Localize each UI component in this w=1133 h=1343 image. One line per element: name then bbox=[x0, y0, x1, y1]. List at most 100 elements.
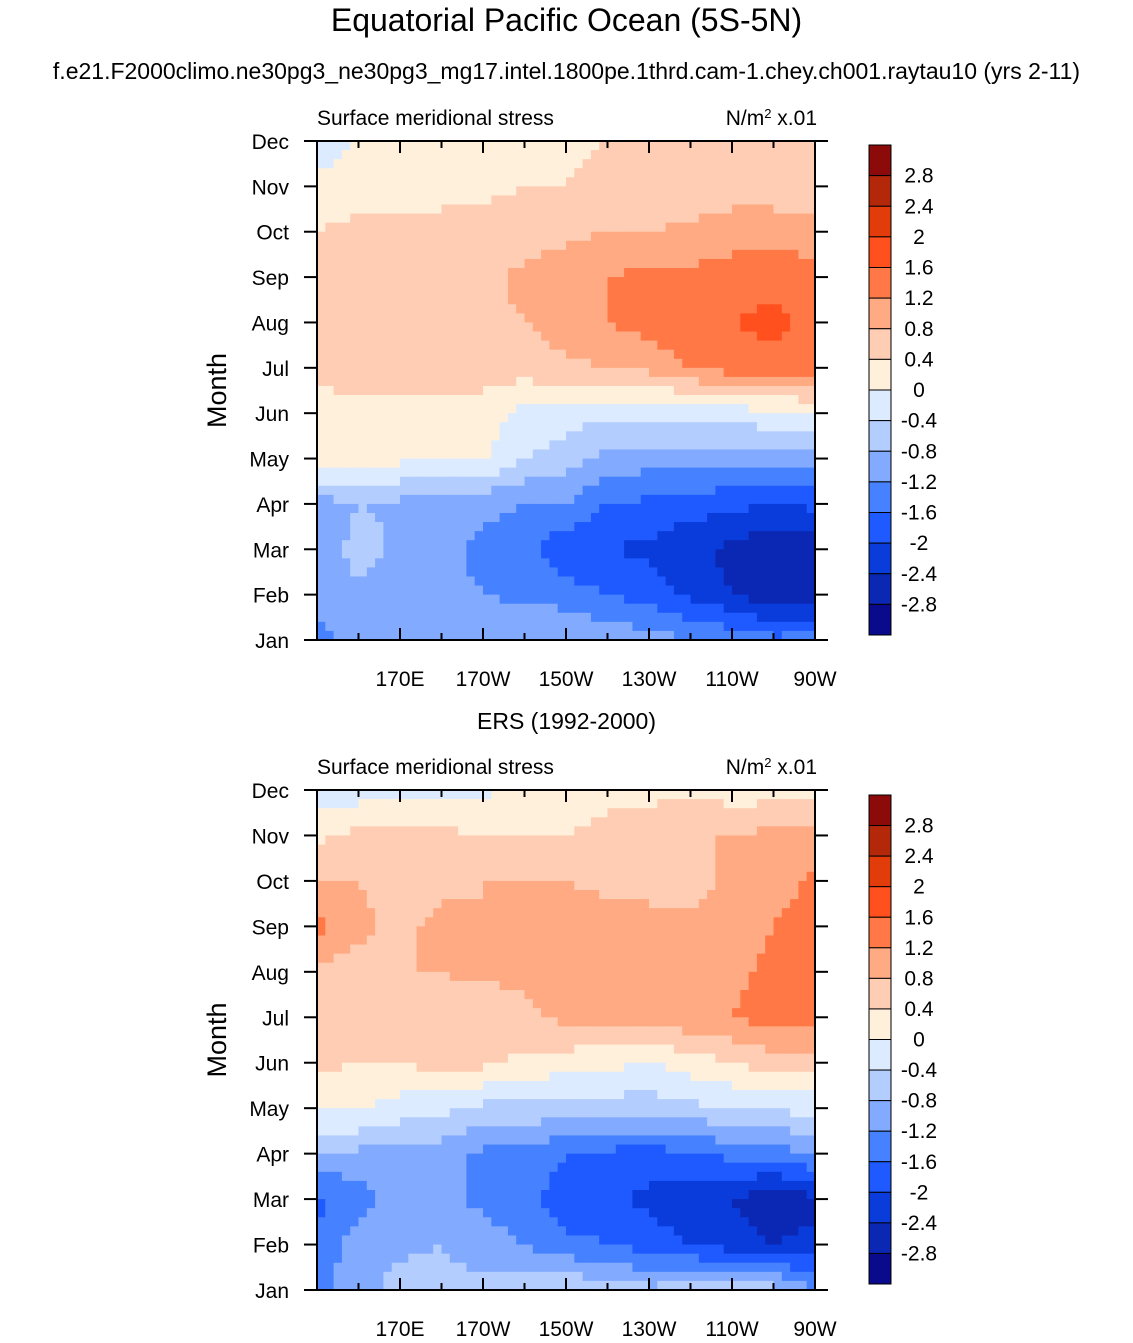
heatmap-cell bbox=[466, 962, 476, 973]
heatmap-cell bbox=[541, 313, 550, 324]
heatmap-cell bbox=[557, 899, 567, 909]
heatmap-cell bbox=[615, 899, 625, 909]
heatmap-cell bbox=[723, 395, 733, 405]
heatmap-cell bbox=[574, 567, 584, 578]
heatmap-cell bbox=[707, 367, 716, 378]
heatmap-cell bbox=[366, 385, 376, 396]
heatmap-cell bbox=[524, 213, 534, 224]
heatmap-cell bbox=[682, 476, 692, 487]
heatmap-cell bbox=[607, 1017, 617, 1027]
heatmap-cell bbox=[698, 304, 708, 314]
heatmap-cell bbox=[499, 431, 509, 441]
heatmap-cell bbox=[624, 458, 633, 469]
heatmap-cell bbox=[350, 1026, 360, 1037]
heatmap-cell bbox=[491, 231, 501, 242]
heatmap-cell bbox=[491, 871, 501, 882]
heatmap-cell bbox=[383, 853, 393, 864]
heatmap-cell bbox=[408, 295, 418, 305]
heatmap-cell bbox=[516, 249, 526, 260]
heatmap-cell bbox=[333, 790, 343, 800]
heatmap-cell bbox=[640, 835, 650, 846]
heatmap-cell bbox=[607, 485, 617, 496]
heatmap-cell bbox=[632, 367, 642, 378]
heatmap-cell bbox=[549, 567, 559, 578]
heatmap-cell bbox=[341, 540, 351, 550]
heatmap-cell bbox=[516, 585, 526, 596]
heatmap-cell bbox=[723, 440, 733, 451]
heatmap-cell bbox=[524, 458, 534, 469]
heatmap-cell bbox=[582, 926, 592, 937]
y-tick-label: Nov bbox=[252, 176, 290, 199]
heatmap-cell bbox=[765, 576, 775, 587]
heatmap-cell bbox=[607, 953, 617, 964]
heatmap-cell bbox=[790, 585, 799, 596]
heatmap-cell bbox=[624, 567, 633, 578]
heatmap-cell bbox=[424, 853, 434, 864]
heatmap-cell bbox=[325, 926, 335, 937]
heatmap-cell bbox=[806, 503, 816, 514]
heatmap-cell bbox=[532, 999, 542, 1009]
heatmap-cell bbox=[491, 413, 501, 423]
heatmap-cell bbox=[673, 899, 683, 909]
heatmap-cell bbox=[375, 576, 384, 587]
heatmap-cell bbox=[673, 567, 683, 578]
heatmap-cell bbox=[507, 376, 517, 387]
heatmap-cell bbox=[723, 476, 733, 487]
heatmap-cell bbox=[574, 971, 584, 982]
heatmap-cell bbox=[391, 926, 401, 937]
heatmap-cell bbox=[541, 177, 550, 187]
heatmap-cell bbox=[433, 835, 443, 846]
heatmap-cell bbox=[491, 313, 501, 324]
heatmap-cell bbox=[325, 186, 335, 197]
heatmap-cell bbox=[632, 231, 642, 242]
heatmap-cell bbox=[391, 431, 401, 441]
heatmap-cell bbox=[499, 531, 509, 541]
heatmap-cell bbox=[516, 404, 526, 414]
heatmap-cell bbox=[574, 630, 584, 641]
heatmap-cell bbox=[516, 853, 526, 864]
heatmap-cell bbox=[441, 222, 451, 233]
heatmap-cell bbox=[615, 926, 625, 937]
heatmap-cell bbox=[424, 494, 434, 505]
heatmap-cell bbox=[599, 159, 609, 169]
heatmap-cell bbox=[640, 917, 650, 927]
heatmap-cell bbox=[532, 404, 542, 414]
heatmap-cell bbox=[499, 385, 509, 396]
heatmap-cell bbox=[325, 880, 335, 891]
heatmap-cell bbox=[350, 195, 360, 206]
heatmap-cell bbox=[433, 980, 443, 991]
heatmap-cell bbox=[474, 313, 484, 324]
heatmap-cell bbox=[566, 150, 575, 160]
heatmap-cell bbox=[781, 449, 791, 460]
heatmap-cell bbox=[458, 195, 467, 206]
heatmap-cell bbox=[383, 953, 393, 964]
heatmap-cell bbox=[682, 349, 692, 360]
heatmap-cell bbox=[325, 485, 335, 496]
heatmap-cell bbox=[599, 603, 609, 614]
heatmap-cell bbox=[458, 980, 467, 991]
heatmap-cell bbox=[624, 944, 633, 955]
heatmap-cell bbox=[715, 249, 725, 260]
heatmap-cell bbox=[649, 331, 658, 342]
heatmap-cell bbox=[740, 186, 750, 197]
heatmap-cell bbox=[765, 313, 775, 324]
heatmap-cell bbox=[607, 862, 617, 873]
heatmap-cell bbox=[756, 295, 766, 305]
heatmap-cell bbox=[491, 603, 501, 614]
heatmap-cell bbox=[532, 168, 542, 178]
heatmap-cell bbox=[566, 558, 575, 569]
panel-2: 170E 170W 150W 130W 110W 90WJanFebMarAprMayJu… bbox=[202, 755, 937, 1342]
heatmap-cell bbox=[400, 826, 409, 837]
heatmap-cell bbox=[416, 790, 426, 800]
heatmap-cell bbox=[383, 944, 393, 955]
heatmap-cell bbox=[491, 358, 501, 369]
heatmap-cell bbox=[574, 340, 584, 351]
heatmap-cell bbox=[524, 249, 534, 260]
heatmap-cell bbox=[698, 990, 708, 1000]
heatmap-cell bbox=[698, 150, 708, 160]
heatmap-cell bbox=[391, 413, 401, 423]
heatmap-cell bbox=[607, 926, 617, 937]
heatmap-cell bbox=[649, 494, 658, 505]
heatmap-cell bbox=[433, 853, 443, 864]
heatmap-cell bbox=[441, 880, 451, 891]
